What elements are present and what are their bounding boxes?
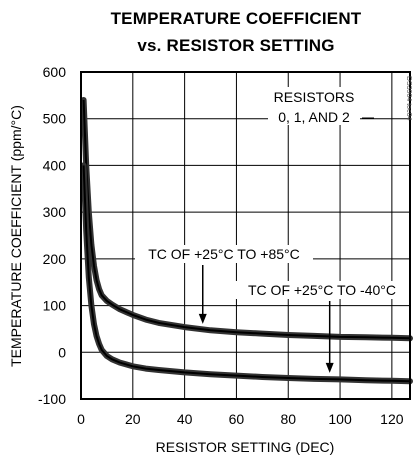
x-tick-label: 80 [280,411,296,427]
y-tick-label: 100 [43,298,67,314]
x-tick-label: 40 [177,411,193,427]
y-tick-label: 600 [43,64,67,80]
x-axis-label: RESISTOR SETTING (DEC) [156,439,335,455]
annotation-label: TC OF +25°C TO -40°C [248,282,396,298]
x-tick-labels: 0 20 40 60 80 100 120 [77,411,404,427]
annotation-group: RESISTORS 0, 1, AND 2 TC OF +25°C TO +85°C… [135,87,411,373]
plot-frame [80,71,411,400]
grid-lines [81,72,410,399]
y-tick-label: 200 [43,251,67,267]
resistor-note-background [268,87,360,125]
annotation-arrow-head [198,313,207,324]
annotation-background [233,281,411,299]
chart-title-line1: TEMPERATURE COEFFICIENT [111,9,362,28]
y-tick-labels: -100 0 100 200 300 400 500 600 [38,64,66,407]
y-tick-label: 0 [58,344,66,360]
x-tick-label: 0 [77,411,85,427]
y-tick-label: 400 [43,157,67,173]
y-tick-label: -100 [38,391,66,407]
y-tick-label: 300 [43,204,67,220]
x-tick-label: 100 [328,411,352,427]
y-axis-label: TEMPERATURE COEFFICIENT (ppm/°C) [8,105,24,367]
x-tick-label: 120 [380,411,404,427]
annotation-arrow-head [325,362,334,373]
x-tick-label: 20 [125,411,141,427]
resistor-note-line2: 0, 1, AND 2 [278,109,350,125]
y-tick-label: 500 [43,111,67,127]
figure-id-label: DS3904 toc04 [405,76,412,120]
curve-group [80,97,413,385]
x-tick-label: 60 [229,411,245,427]
annotation-background [135,245,313,263]
resistor-note-line1: RESISTORS [274,89,355,105]
annotation-label: TC OF +25°C TO +85°C [148,246,300,262]
series-line-1-core [82,99,411,340]
series-line-2-core [82,165,411,383]
chart-title-line2: vs. RESISTOR SETTING [137,36,334,55]
